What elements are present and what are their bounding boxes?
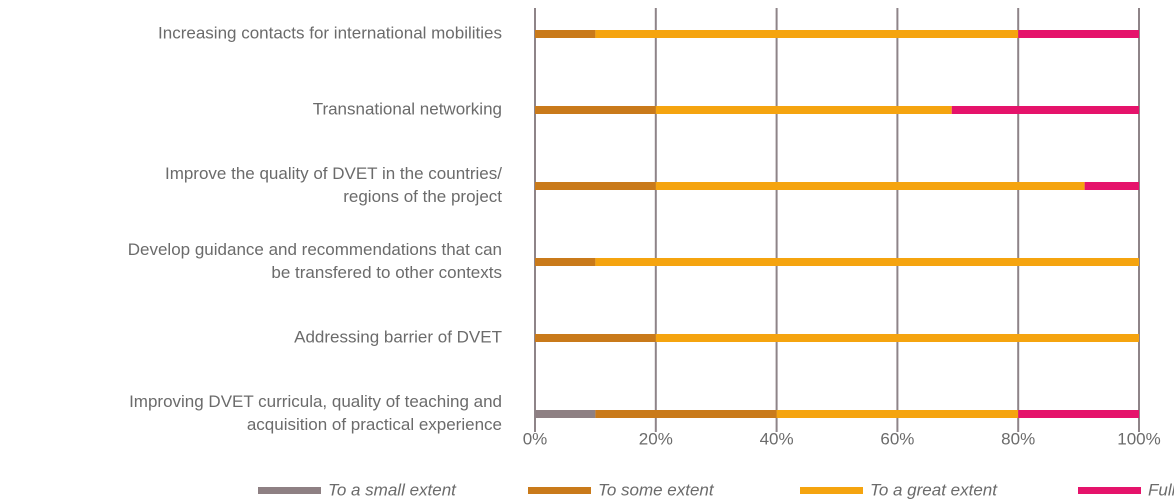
category-label: Addressing barrier of DVET bbox=[294, 327, 502, 346]
bar-segment bbox=[951, 106, 1139, 114]
bar-segment bbox=[655, 334, 1139, 342]
bar-segment bbox=[535, 106, 656, 114]
legend-swatch bbox=[1078, 487, 1141, 494]
category-label: acquisition of practical experience bbox=[247, 415, 502, 434]
bar-segment bbox=[776, 410, 1019, 418]
bar-segment bbox=[535, 334, 656, 342]
legend-label: To some extent bbox=[598, 480, 715, 499]
bar-segment bbox=[535, 410, 596, 418]
category-label: Transnational networking bbox=[313, 99, 502, 118]
bar-segment bbox=[1018, 30, 1139, 38]
legend-swatch bbox=[800, 487, 863, 494]
bar-segment bbox=[535, 182, 656, 190]
x-tick-label: 0% bbox=[523, 429, 548, 448]
bar-segment bbox=[595, 410, 777, 418]
category-label: regions of the project bbox=[343, 187, 502, 206]
x-tick-label: 60% bbox=[880, 429, 914, 448]
category-label: Develop guidance and recommendations tha… bbox=[128, 240, 502, 259]
category-label: Improving DVET curricula, quality of tea… bbox=[129, 392, 502, 411]
x-tick-label: 40% bbox=[760, 429, 794, 448]
bar-segment bbox=[655, 106, 952, 114]
legend-swatch bbox=[528, 487, 591, 494]
bar-segment bbox=[535, 258, 596, 266]
x-tick-label: 80% bbox=[1001, 429, 1035, 448]
bar-segment bbox=[535, 30, 596, 38]
legend-swatch bbox=[258, 487, 321, 494]
bar-segment bbox=[1018, 410, 1139, 418]
legend-label: To a small extent bbox=[328, 480, 457, 499]
legend-label: Fully bbox=[1148, 480, 1174, 499]
x-tick-label: 100% bbox=[1117, 429, 1160, 448]
bar-segment bbox=[1084, 182, 1139, 190]
x-tick-label: 20% bbox=[639, 429, 673, 448]
category-label: Improve the quality of DVET in the count… bbox=[165, 164, 502, 183]
category-label: be transfered to other contexts bbox=[271, 263, 502, 282]
bar-segment bbox=[595, 30, 1019, 38]
bar-segment bbox=[595, 258, 1139, 266]
legend-label: To a great extent bbox=[870, 480, 998, 499]
category-label: Increasing contacts for international mo… bbox=[158, 23, 502, 42]
bar-segment bbox=[655, 182, 1085, 190]
